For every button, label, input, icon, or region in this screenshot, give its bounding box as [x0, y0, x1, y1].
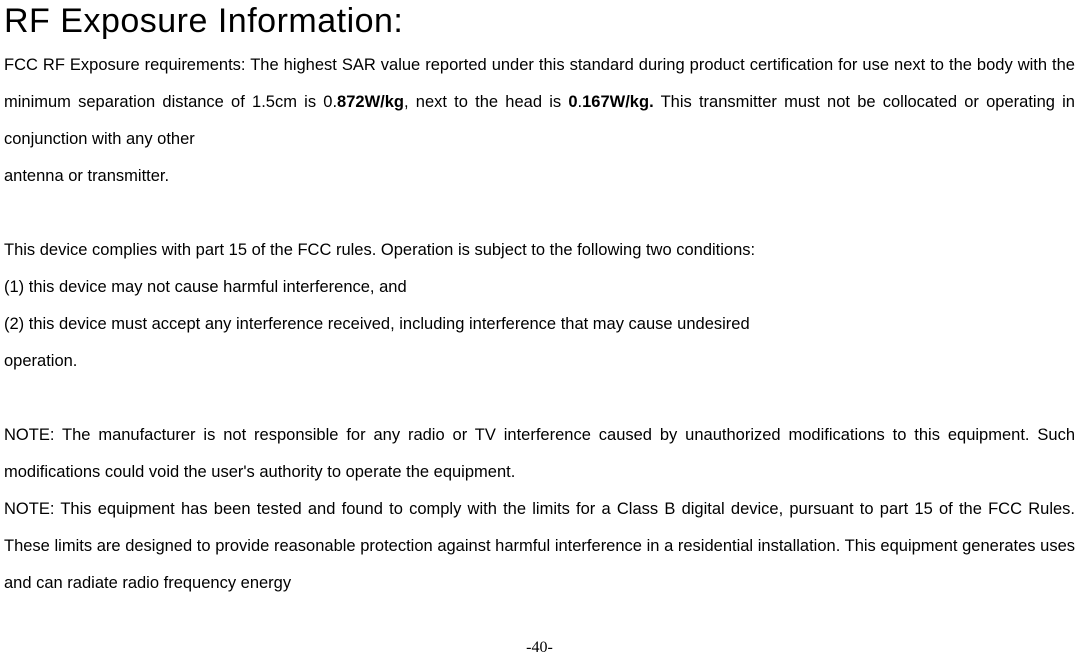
p1-bold-d: 0 — [568, 93, 577, 111]
paragraph-1b: antenna or transmitter. — [4, 158, 1075, 195]
paragraph-2c: (2) this device must accept any interfer… — [4, 306, 1075, 343]
p1-bold-b: 872W/kg — [337, 93, 404, 111]
page-title: RF Exposure Information: — [4, 0, 1075, 47]
paragraph-3b: NOTE: This equipment has been tested and… — [4, 491, 1075, 602]
paragraph-2b: (1) this device may not cause harmful in… — [4, 269, 1075, 306]
paragraph-3a: NOTE: The manufacturer is not responsibl… — [4, 417, 1075, 491]
p1-bold-f: 167W/kg. — [582, 93, 654, 111]
blank-line-1 — [4, 195, 1075, 232]
paragraph-1: FCC RF Exposure requirements: The highes… — [4, 47, 1075, 158]
page-number: -40- — [0, 639, 1079, 657]
blank-line-2 — [4, 380, 1075, 417]
document-page: RF Exposure Information: FCC RF Exposure… — [0, 0, 1079, 659]
p1-text-c: , next to the head is — [404, 93, 568, 111]
paragraph-2a: This device complies with part 15 of the… — [4, 232, 1075, 269]
paragraph-2d: operation. — [4, 343, 1075, 380]
